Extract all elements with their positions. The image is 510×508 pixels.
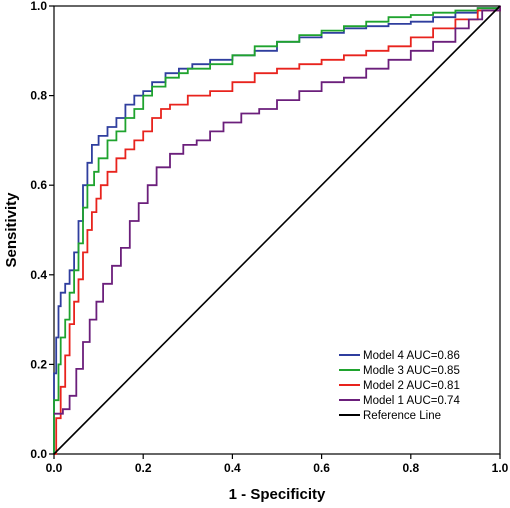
legend-label-reference-line: Reference Line [363,410,441,422]
x-tick-label: 0.2 [135,461,152,475]
y-tick-label: 0.0 [30,447,47,461]
tick-layer: 0.0 0.2 0.4 0.6 0.8 1.0 0.0 0.2 0.4 0.6 0.8 1.0 [30,0,508,475]
y-tick-label: 1.0 [30,0,47,13]
y-tick-label: 0.8 [30,89,47,103]
legend-entry-model-2: Model 2 AUC=0.81 [339,380,460,392]
series-layer [53,5,501,455]
series-line-model-1-auc-0-74 [54,6,501,415]
legend-label-model-2: Model 2 AUC=0.81 [363,380,460,392]
series-line-model-2-auc-0-81 [54,6,501,455]
x-tick-label: 0.0 [46,461,63,475]
x-tick-label: 1.0 [492,461,509,475]
series-line-reference-line [53,5,501,455]
y-tick-label: 0.6 [30,178,47,192]
x-tick-label: 0.4 [224,461,241,475]
x-tick-label: 0.8 [402,461,419,475]
x-tick-label: 0.6 [313,461,330,475]
x-axis-title: 1 - Specificity [229,486,326,503]
legend-label-model-1: Model 1 AUC=0.74 [363,395,460,407]
y-tick-label: 0.4 [30,268,47,282]
y-tick-label: 0.2 [30,357,47,371]
legend: Model 4 AUC=0.86 Modle 3 AUC=0.85 Model … [339,350,460,422]
legend-label-model-4: Model 4 AUC=0.86 [363,350,460,362]
legend-entry-reference-line: Reference Line [339,410,441,422]
legend-entry-model-1: Model 1 AUC=0.74 [339,395,460,407]
series-line-modle-3-auc-0-85 [53,6,501,454]
y-axis-title: Sensitivity [3,192,20,268]
legend-entry-model-3: Modle 3 AUC=0.85 [339,365,460,377]
legend-entry-model-4: Model 4 AUC=0.86 [339,350,460,362]
legend-label-model-3: Modle 3 AUC=0.85 [363,365,460,377]
